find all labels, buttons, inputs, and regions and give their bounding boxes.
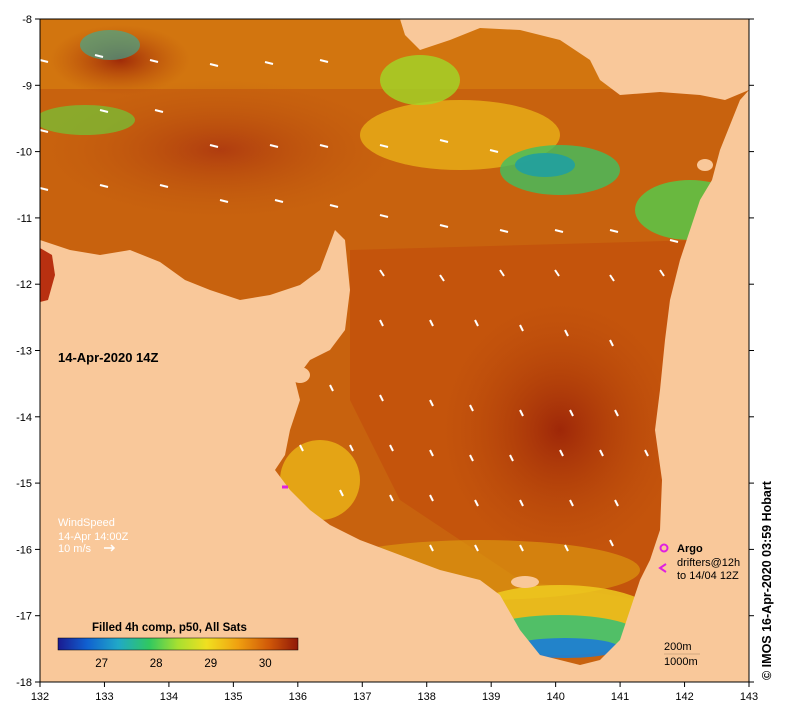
x-tick-label: 134 [160,691,178,703]
y-tick-label: -8 [22,14,32,26]
y-tick-label: -17 [16,611,32,623]
y-tick-label: -15 [16,478,32,490]
y-tick-label: -10 [16,147,32,159]
y-tick-label: -13 [16,346,32,358]
argo-label: Argo [677,543,703,555]
drifters-to-label: to 14/04 12Z [677,570,739,582]
y-tick-label: -12 [16,279,32,291]
colorbar [57,637,299,651]
x-tick-label: 133 [95,691,113,703]
y-tick-label: -14 [16,412,32,424]
x-tick-label: 132 [31,691,49,703]
colorbar-tick-label: 30 [259,658,272,670]
depth-1000-label: 1000m [664,656,698,668]
colorbar-tick-label: 27 [95,658,108,670]
x-tick-label: 143 [740,691,758,703]
wind-scale: 10 m/s [58,543,92,555]
x-tick-label: 142 [675,691,693,703]
y-tick-label: -9 [22,80,32,92]
argo-icon [659,543,669,553]
credit-text: © IMOS 16-Apr-2020 03:59 Hobart [760,481,774,680]
x-tick-label: 138 [418,691,436,703]
drifter-icon [658,563,667,573]
colorbar-tick-label: 28 [150,658,163,670]
y-tick-label: -18 [16,677,32,689]
y-tick-label: -11 [17,213,32,225]
x-tick-label: 139 [482,691,500,703]
x-tick-label: 135 [224,691,242,703]
drifters-label: drifters@12h [677,557,740,569]
wind-time: 14-Apr 14:00Z [58,531,129,543]
depth-200-label: 200m [664,641,692,653]
land-new-guinea [400,19,749,100]
land-northern-territory [40,90,749,682]
colorbar-ticks: 27 28 29 30 [95,658,271,670]
colorbar-title: Filled 4h comp, p50, All Sats [92,622,247,634]
x-tick-label: 141 [611,691,629,703]
timestamp-label: 14-Apr-2020 14Z [58,350,158,365]
y-tick-label: -16 [16,544,32,556]
wind-arrows [39,54,679,552]
y-axis: -8 -9 -10 -11 -12 -13 -14 -15 -16 -17 -18 [16,14,754,689]
colorbar-tick-label: 29 [204,658,217,670]
x-tick-label: 140 [546,691,564,703]
wind-scale-arrow-icon [104,544,116,552]
cool-patch [360,100,560,170]
x-tick-label: 137 [353,691,371,703]
x-axis: 132 133 134 135 136 137 138 139 140 141 142 143 [31,682,758,703]
x-tick-label: 136 [289,691,307,703]
wind-title: WindSpeed [58,517,115,529]
